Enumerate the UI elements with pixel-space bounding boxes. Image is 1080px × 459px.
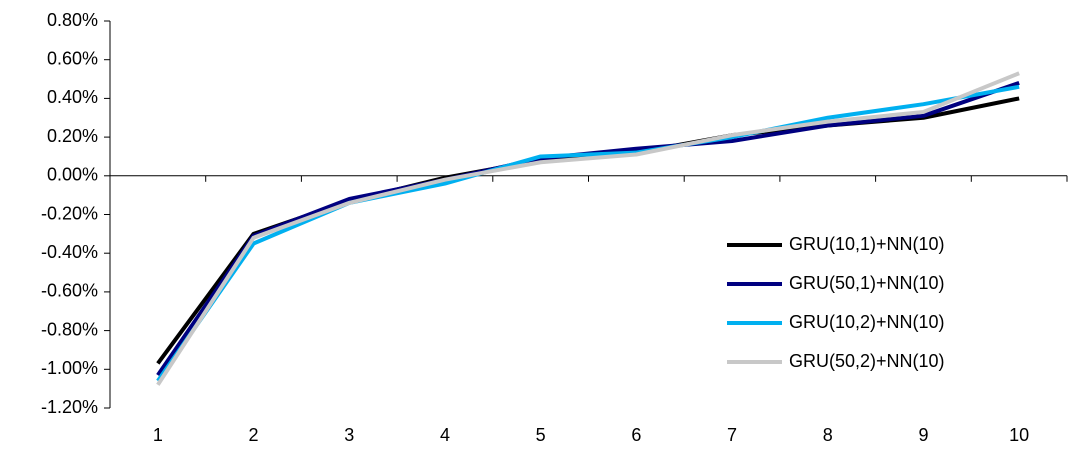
series-line bbox=[156, 71, 1020, 386]
x-tick-label: 8 bbox=[823, 425, 833, 445]
x-tick-label: 7 bbox=[727, 425, 737, 445]
legend-label: GRU(50,1)+NN(10) bbox=[789, 273, 945, 293]
legend-label: GRU(10,2)+NN(10) bbox=[789, 312, 945, 332]
y-tick-label: -0.60% bbox=[41, 281, 98, 301]
x-tick-label: 2 bbox=[249, 425, 259, 445]
series-line bbox=[156, 84, 1020, 383]
x-tick-label: 6 bbox=[631, 425, 641, 445]
y-tick-label: -0.20% bbox=[41, 203, 98, 223]
y-tick-label: -0.40% bbox=[41, 242, 98, 262]
x-tick-label: 10 bbox=[1009, 425, 1029, 445]
y-tick-label: -1.00% bbox=[41, 358, 98, 378]
y-tick-label: 0.40% bbox=[47, 87, 98, 107]
legend-label: GRU(50,2)+NN(10) bbox=[789, 351, 945, 371]
legend-label: GRU(10,1)+NN(10) bbox=[789, 234, 945, 254]
x-tick-label: 3 bbox=[344, 425, 354, 445]
y-tick-label: -0.80% bbox=[41, 319, 98, 339]
x-tick-label: 1 bbox=[153, 425, 163, 445]
x-tick-label: 4 bbox=[440, 425, 450, 445]
y-tick-label: 0.00% bbox=[47, 165, 98, 185]
y-tick-label: 0.60% bbox=[47, 48, 98, 68]
y-tick-label: 0.20% bbox=[47, 126, 98, 146]
x-tick-label: 5 bbox=[536, 425, 546, 445]
y-tick-label: -1.20% bbox=[41, 397, 98, 417]
y-tick-label: 0.80% bbox=[47, 10, 98, 30]
x-tick-label: 9 bbox=[918, 425, 928, 445]
